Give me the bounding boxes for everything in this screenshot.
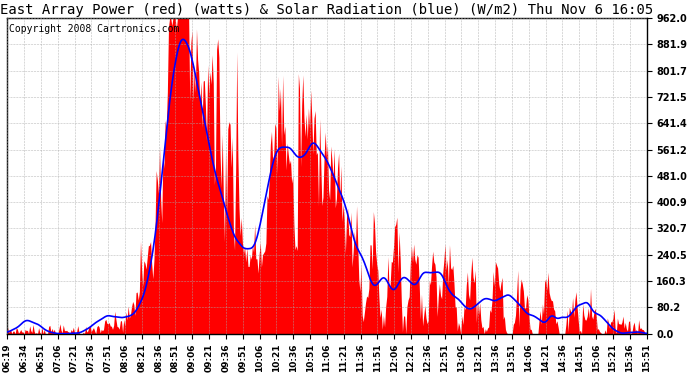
Text: Copyright 2008 Cartronics.com: Copyright 2008 Cartronics.com (8, 24, 179, 34)
Title: East Array Power (red) (watts) & Solar Radiation (blue) (W/m2) Thu Nov 6 16:05: East Array Power (red) (watts) & Solar R… (0, 3, 653, 17)
